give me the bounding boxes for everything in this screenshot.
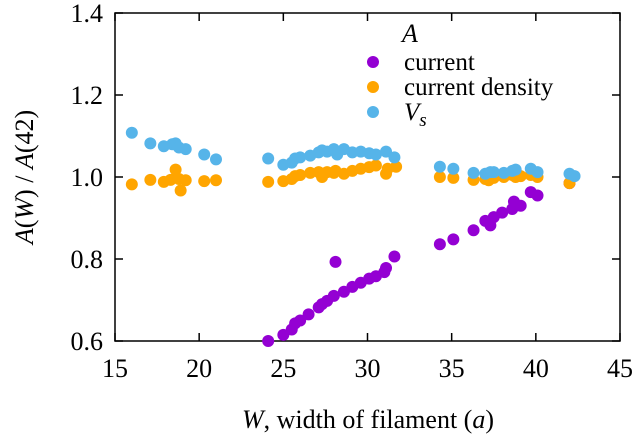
- point-current: [388, 250, 401, 263]
- point-current-density: [447, 171, 460, 184]
- point-current: [531, 189, 544, 202]
- y-tick-label: 1.4: [71, 0, 104, 28]
- point-v-s: [433, 160, 446, 173]
- point-v-s: [467, 166, 480, 179]
- point-v-s: [380, 145, 393, 158]
- legend-title: A: [400, 19, 418, 48]
- point-v-s: [388, 151, 401, 164]
- point-v-s: [179, 143, 192, 156]
- point-v-s: [509, 163, 522, 176]
- x-axis-label: W, width of filament (a): [242, 405, 494, 434]
- legend-label-v-s: Vs: [404, 99, 427, 131]
- x-tick-label: 25: [270, 354, 296, 383]
- point-current: [302, 308, 315, 321]
- point-v-s: [210, 153, 222, 166]
- point-current-density: [174, 184, 187, 197]
- point-current-density: [169, 163, 182, 176]
- point-current: [447, 233, 460, 246]
- point-v-s: [144, 137, 157, 150]
- legend-label-current-density: current density: [404, 74, 554, 101]
- x-tick-label: 15: [102, 354, 128, 383]
- y-axis-label: A(W) / A(42): [10, 110, 39, 246]
- y-tick-label: 0.6: [71, 327, 104, 356]
- point-current-density: [179, 174, 192, 187]
- point-current-density: [369, 159, 382, 172]
- point-v-s: [369, 148, 382, 161]
- point-v-s: [531, 166, 544, 179]
- point-v-s: [262, 152, 275, 165]
- point-current-density: [390, 160, 403, 173]
- point-current-density: [198, 175, 211, 188]
- x-tick-label: 45: [607, 354, 633, 383]
- point-current: [262, 335, 275, 347]
- legend-label-current: current: [404, 49, 475, 76]
- point-current: [327, 289, 340, 302]
- point-v-s: [294, 151, 307, 164]
- point-v-s: [568, 170, 581, 183]
- y-tick-label: 1.2: [71, 81, 104, 110]
- x-tick-label: 30: [355, 354, 381, 383]
- y-tick-label: 0.8: [71, 245, 104, 274]
- legend-marker-current-density: [367, 81, 379, 93]
- axis-ticks: 15 20 25 30 35 40 45 0.6 0.8 1.0 1.2 1.4: [71, 0, 633, 383]
- point-current-density: [210, 174, 222, 187]
- x-tick-label: 40: [523, 354, 549, 383]
- data-points: [125, 126, 581, 347]
- point-v-s: [447, 162, 460, 175]
- point-current: [467, 224, 480, 237]
- point-current-density: [144, 173, 157, 186]
- legend-marker-v-s: [367, 106, 379, 118]
- point-current: [380, 262, 393, 275]
- legend-marker-current: [367, 56, 379, 68]
- point-current-density: [294, 168, 307, 181]
- point-v-s: [487, 166, 500, 179]
- point-v-s: [125, 126, 138, 139]
- point-current-density: [125, 178, 138, 191]
- point-current: [514, 199, 527, 212]
- point-current: [433, 238, 446, 251]
- point-current-density: [262, 175, 275, 188]
- point-current: [329, 255, 342, 268]
- x-tick-label: 20: [186, 354, 212, 383]
- point-v-s: [198, 148, 211, 161]
- point-current: [294, 314, 307, 327]
- point-current-density: [433, 171, 446, 183]
- x-tick-label: 35: [439, 354, 465, 383]
- y-tick-label: 1.0: [71, 163, 104, 192]
- point-current: [496, 206, 509, 219]
